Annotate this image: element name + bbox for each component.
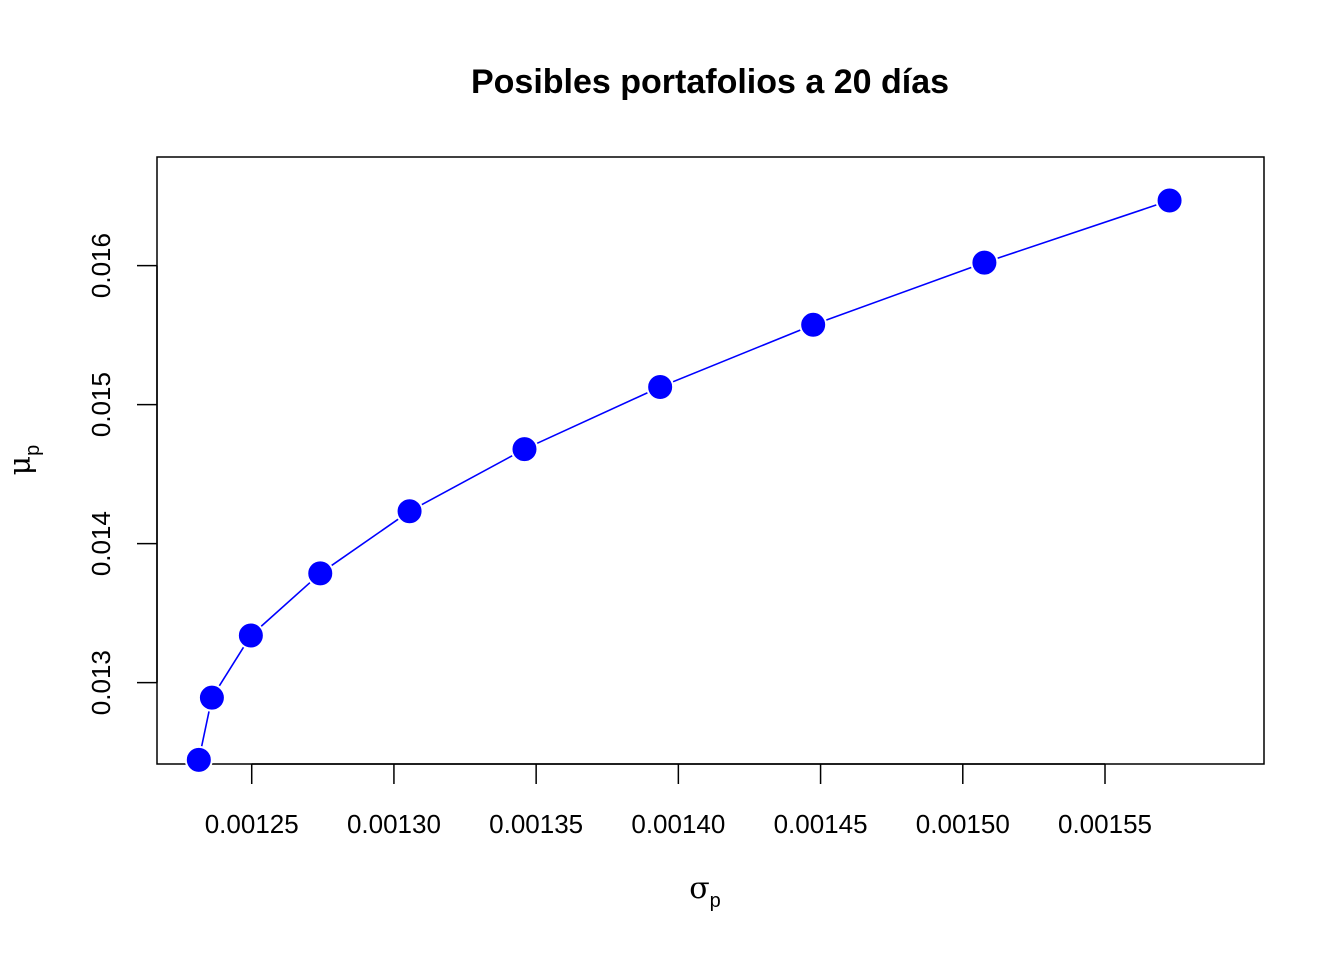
series-line-segment — [671, 328, 802, 383]
y-axis-subscript: p — [22, 445, 44, 456]
x-axis-subscript: p — [710, 890, 721, 912]
plot-frame — [156, 156, 1265, 765]
series-line-segment — [260, 581, 312, 628]
data-point — [306, 559, 335, 588]
data-point — [646, 372, 675, 401]
series-line-segment — [825, 266, 973, 322]
x-tick-label: 0.00145 — [774, 809, 868, 839]
x-tick-label: 0.00150 — [916, 809, 1010, 839]
series-line-segment — [330, 518, 400, 567]
y-axis-label: μp — [3, 445, 44, 476]
chart-title: Posibles portafolios a 20 días — [471, 63, 949, 101]
data-point — [970, 248, 999, 277]
series-line-segment — [996, 203, 1158, 260]
data-point — [799, 310, 828, 339]
data-point — [236, 621, 265, 650]
series-layer — [184, 186, 1184, 774]
y-tick-label: 0.013 — [86, 650, 116, 715]
x-tick-label: 0.00155 — [1058, 809, 1152, 839]
x-tick-label: 0.00130 — [347, 809, 441, 839]
data-point — [510, 435, 539, 464]
y-axis-symbol: μ — [3, 456, 38, 476]
x-tick-label: 0.00125 — [205, 809, 299, 839]
series-line-segment — [218, 646, 245, 688]
y-axis: 0.013 0.014 0.015 0.016 — [86, 233, 158, 715]
y-tick-label: 0.016 — [86, 233, 116, 298]
data-point — [1155, 186, 1184, 215]
data-point — [395, 497, 424, 526]
x-axis-symbol: σ — [689, 871, 709, 906]
data-point — [184, 745, 213, 774]
y-tick-label: 0.015 — [86, 372, 116, 437]
data-point — [197, 683, 226, 712]
x-axis: 0.00125 0.00130 0.00135 0.00140 0.00145 0.001… — [205, 763, 1152, 839]
series-line-segment — [420, 454, 514, 506]
series-line-segment — [535, 391, 649, 445]
y-tick-label: 0.014 — [86, 511, 116, 576]
x-tick-label: 0.00140 — [631, 809, 725, 839]
series-line-segment — [200, 710, 210, 748]
x-axis-label: σp — [689, 871, 721, 912]
x-tick-label: 0.00135 — [489, 809, 583, 839]
